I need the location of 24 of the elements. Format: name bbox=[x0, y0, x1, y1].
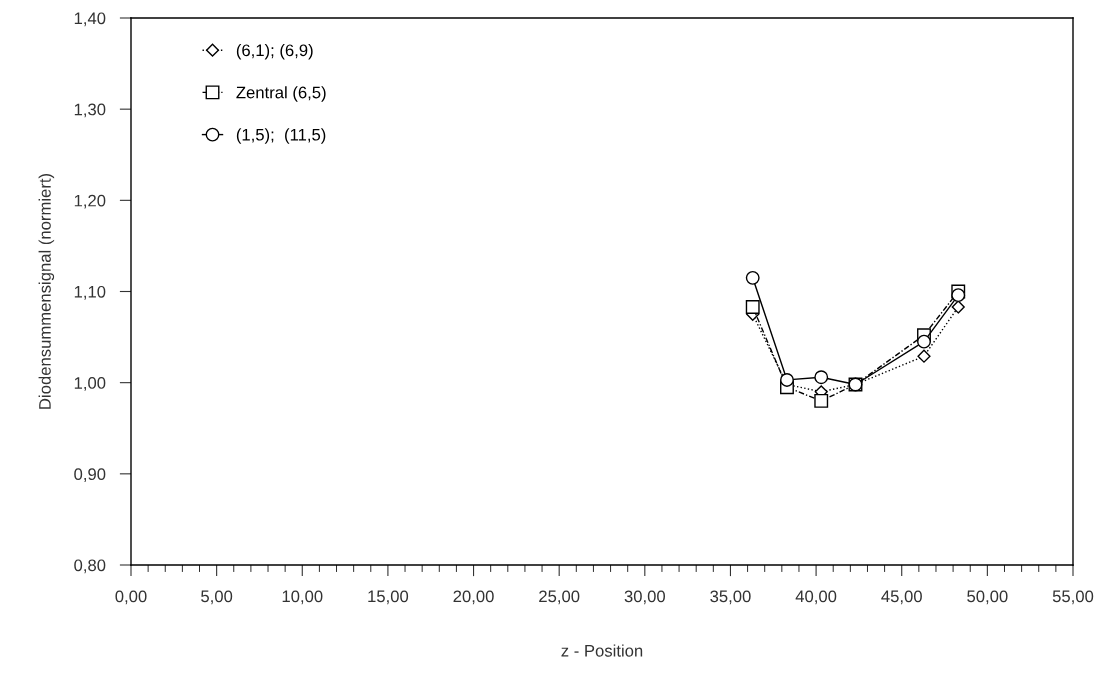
y-tick-label: 1,40 bbox=[74, 12, 106, 27]
x-tick-label: 5,00 bbox=[201, 590, 233, 605]
y-tick-label: 1,20 bbox=[74, 194, 106, 209]
x-tick-label: 35,00 bbox=[710, 590, 751, 605]
x-tick-label: 25,00 bbox=[539, 590, 580, 605]
x-tick-label: 50,00 bbox=[967, 590, 1008, 605]
y-tick-label: 1,10 bbox=[74, 285, 106, 300]
legend-label: (6,1); (6,9) bbox=[236, 43, 313, 60]
x-axis-title: z - Position bbox=[561, 644, 643, 657]
legend-label: (1,5); (11,5) bbox=[236, 128, 326, 144]
x-tick-label: 20,00 bbox=[453, 590, 494, 605]
x-tick-label: 55,00 bbox=[1052, 590, 1094, 605]
y-tick-label: 0,90 bbox=[74, 468, 106, 483]
y-tick-label: 0,80 bbox=[74, 559, 106, 574]
x-tick-label: 45,00 bbox=[881, 590, 922, 605]
x-tick-label: 10,00 bbox=[282, 590, 323, 605]
x-tick-label: 15,00 bbox=[368, 590, 409, 605]
x-tick-label: 30,00 bbox=[624, 590, 666, 605]
y-axis-title: Diodensummensignal (normiert) bbox=[38, 173, 55, 409]
y-tick-label: 1,00 bbox=[74, 377, 106, 391]
legend-label: Zentral (6,5) bbox=[236, 86, 326, 102]
x-tick-label: 0,00 bbox=[115, 590, 147, 605]
x-tick-label: 40,00 bbox=[795, 590, 837, 605]
y-tick-label: 1,30 bbox=[74, 103, 106, 118]
